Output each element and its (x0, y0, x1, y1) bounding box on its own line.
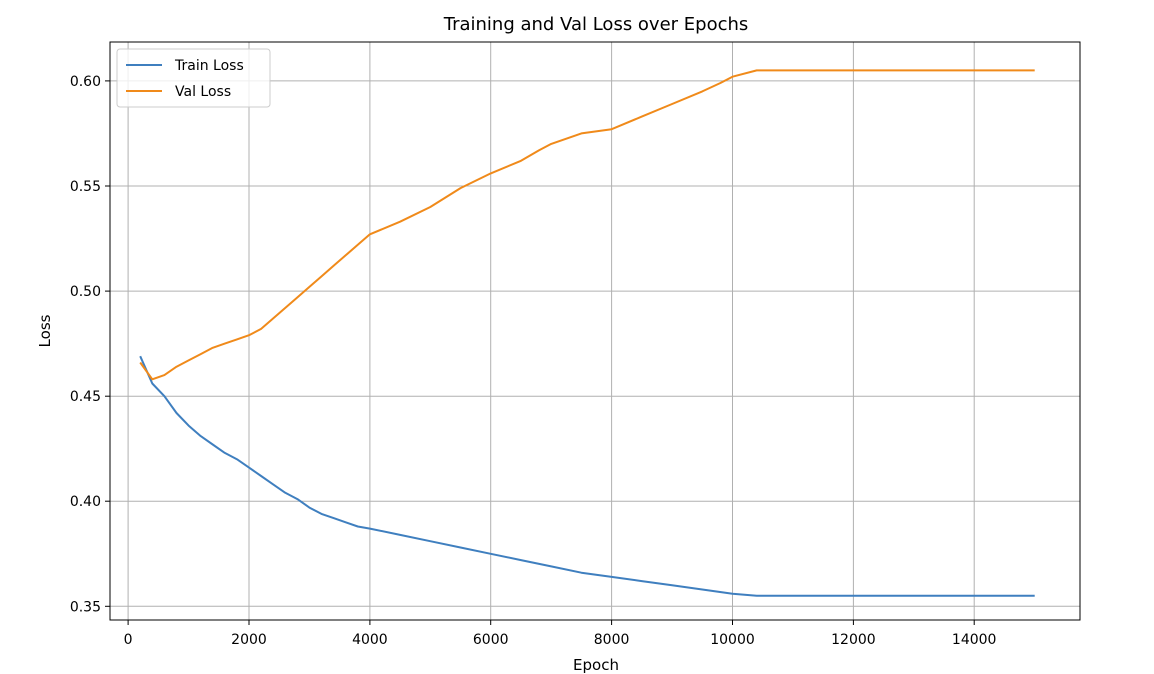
ticks: 0 2000 4000 6000 8000 10000 12000 14000 0.35 0.40… (70, 74, 997, 648)
y-tick-label: 0.45 (70, 389, 101, 405)
chart-title: Training and Val Loss over Epochs (443, 14, 749, 35)
x-tick-label: 4000 (352, 632, 388, 648)
y-tick-label: 0.35 (70, 599, 101, 615)
x-tick-label: 8000 (594, 632, 630, 648)
y-tick-label: 0.60 (70, 74, 101, 90)
x-tick-label: 14000 (952, 632, 997, 648)
legend-label-val: Val Loss (175, 84, 231, 100)
x-tick-label: 12000 (831, 632, 876, 648)
legend-box (116, 48, 271, 108)
legend-label-train: Train Loss (174, 58, 244, 74)
series-line-train-loss (139, 355, 1035, 597)
plot-frame (109, 41, 1081, 621)
x-axis-label: Epoch (573, 656, 619, 674)
y-tick-label: 0.50 (70, 284, 101, 300)
series-line-val-loss (139, 69, 1035, 381)
x-tick-label: 10000 (710, 632, 755, 648)
x-tick-label: 2000 (231, 632, 267, 648)
x-tick-label: 6000 (473, 632, 509, 648)
series-layer (139, 69, 1035, 597)
legend: Train Loss Val Loss (116, 48, 271, 108)
grid (110, 42, 1080, 620)
x-tick-label: 0 (124, 632, 133, 648)
y-tick-label: 0.55 (70, 179, 101, 195)
y-tick-label: 0.40 (70, 494, 101, 510)
y-axis-label: Loss (36, 314, 54, 347)
